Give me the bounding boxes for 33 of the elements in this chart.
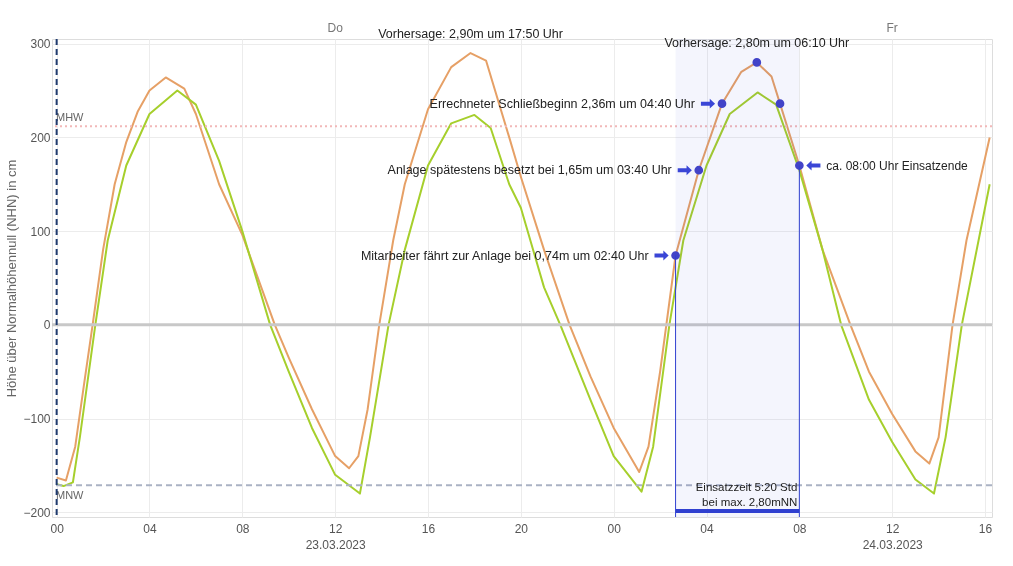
x-tick-label: 08 [793,521,807,536]
point [671,251,680,260]
y-tick-label: 100 [30,224,51,239]
y-tick-label: −200 [23,505,51,520]
text: Fr [886,21,898,35]
y-axis-title: Höhe über Normalhöhennull (NHN) in cm [4,159,20,398]
y-tick-label: −100 [23,412,51,427]
x-tick-label: 12 24.03.2023 [862,521,924,552]
annotation: Vorhersage: 2,80m um 06:10 Uhr [664,36,850,51]
annotation: ca. 08:00 Uhr Einsatzende [826,158,969,173]
x-tick-label: 08 [236,521,250,536]
x-tick-label: 20 [514,521,529,536]
point [795,161,804,170]
x-tick-label: 04 [700,521,715,536]
x-tick-label: 16 [978,521,993,536]
point [775,99,785,109]
band-label: Einsatzzeit 5:20 Std bei max. 2,80mNN [695,481,798,508]
x-tick-label: 04 [143,521,157,536]
x-tick-label: 00 [607,521,622,536]
point [717,99,727,109]
y-tick-label: 200 [30,130,51,145]
annotation: Errechneter Schließbeginn 2,36m um 04:40 Uhr [429,96,695,111]
y-tick-label: 300 [30,37,51,52]
y-tick-label: 0 [43,318,51,333]
ref-line-label: MHW [56,111,85,124]
x-tick-label: 12 23.03.2023 [305,521,367,552]
point [752,58,762,67]
annotation: Vorhersage: 2,90m um 17:50 Uhr [378,27,563,42]
x-tick-label: 00 [50,521,65,536]
x-tick-label: 16 [421,521,436,536]
ref-line-label: MNW [56,489,85,502]
text: Do [327,21,344,35]
point [694,165,704,175]
